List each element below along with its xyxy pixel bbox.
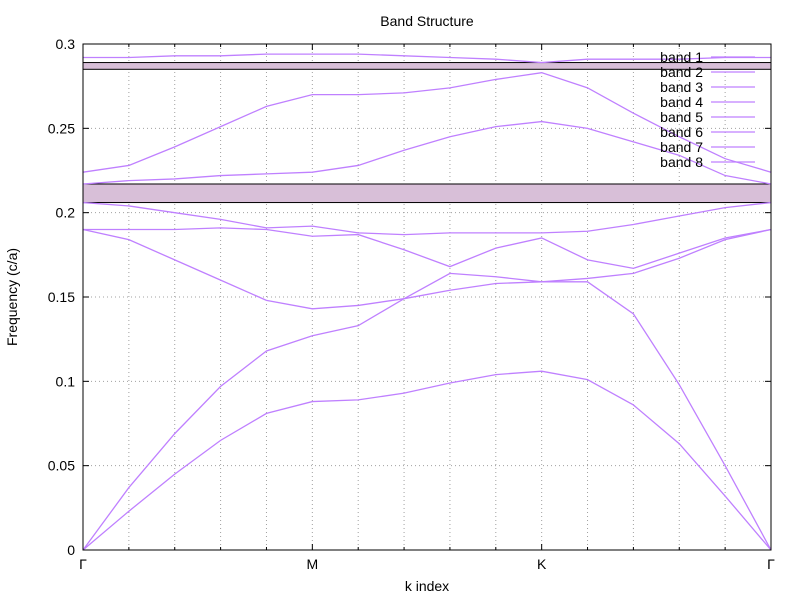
y-tick-label: 0.05 xyxy=(48,458,75,474)
x-tick-label: Γ xyxy=(79,556,87,572)
chart-title: Band Structure xyxy=(380,13,474,29)
legend-label: band 7 xyxy=(660,139,703,155)
y-tick-label: 0 xyxy=(67,542,75,558)
series-line-band-4 xyxy=(83,227,772,269)
grid xyxy=(83,44,771,550)
band-gap-rect xyxy=(82,183,772,204)
x-tick-label: Γ xyxy=(767,556,775,572)
legend-label: band 5 xyxy=(660,109,703,125)
legend-label: band 1 xyxy=(660,49,703,65)
series-line-band-6 xyxy=(82,120,772,185)
y-tick-label: 0.3 xyxy=(56,36,76,52)
y-tick-label: 0.2 xyxy=(56,205,76,221)
legend-label: band 8 xyxy=(660,154,703,170)
series-line-band-2 xyxy=(82,272,772,551)
series-line-band-3 xyxy=(82,228,772,310)
legend-label: band 6 xyxy=(660,124,703,140)
ticks: 0 0.05 0.1 0.15 0.2 0.25 0.3 Γ M K Γ xyxy=(48,36,775,572)
y-tick-label: 0.1 xyxy=(56,373,76,389)
series-lines xyxy=(82,53,772,551)
y-axis-label: Frequency (c/a) xyxy=(4,248,20,346)
series-line-band-7 xyxy=(82,72,772,173)
legend-label: band 4 xyxy=(660,94,703,110)
x-axis-label: k index xyxy=(405,578,449,594)
y-tick-label: 0.15 xyxy=(48,289,75,305)
series-line-band-1 xyxy=(82,370,772,551)
series-line-band-5 xyxy=(82,201,772,236)
series-line-band-8 xyxy=(83,53,771,64)
x-tick-label: M xyxy=(306,556,318,572)
y-tick-label: 0.25 xyxy=(48,120,75,136)
legend-label: band 2 xyxy=(660,64,703,80)
x-tick-label: K xyxy=(537,556,547,572)
legend-label: band 3 xyxy=(660,79,703,95)
